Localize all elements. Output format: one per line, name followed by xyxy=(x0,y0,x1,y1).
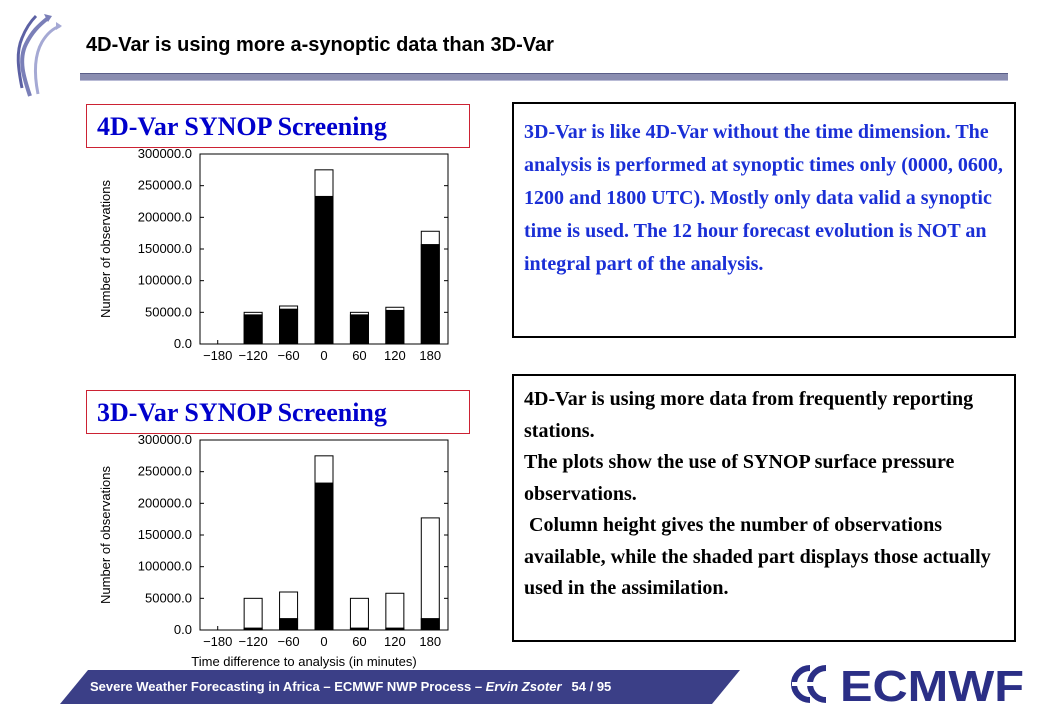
bar-available xyxy=(420,517,440,631)
bar-used xyxy=(349,627,369,631)
bar-used xyxy=(349,314,369,345)
y-tick-label: 50000.0 xyxy=(145,590,192,605)
bar-used xyxy=(420,618,440,631)
x-tick-label: −180 xyxy=(203,348,232,363)
explanation-line-3: Column height gives the number of observ… xyxy=(524,514,996,599)
explanation-box-4dvar: 4D-Var is using more data from frequentl… xyxy=(512,374,1016,642)
y-tick-label: 250000.0 xyxy=(138,178,192,193)
y-tick-label: 50000.0 xyxy=(145,304,192,319)
footer-course: Severe Weather Forecasting in Africa – E… xyxy=(90,679,486,694)
ecmwf-swirl-logo xyxy=(16,14,62,97)
x-tick-label: 120 xyxy=(384,348,406,363)
y-axis-label: Number of observations xyxy=(98,465,113,604)
x-tick-label: 180 xyxy=(419,348,441,363)
ecmwf-logo-text: ECMWF xyxy=(840,662,1024,711)
slide-title: 4D-Var is using more a-synoptic data tha… xyxy=(86,34,554,56)
explanation-line-2: The plots show the use of SYNOP surface … xyxy=(524,451,955,505)
chart-3dvar: 0.0 50000.0 100000.0 150000.0 200000.0 250000… xyxy=(90,424,460,670)
bar-used xyxy=(314,482,334,631)
x-tick-label: −180 xyxy=(203,634,232,649)
footer-bar xyxy=(60,670,740,704)
x-tick-label: −120 xyxy=(238,634,267,649)
x-tick-label: 180 xyxy=(419,634,441,649)
x-tick-label: 0 xyxy=(320,634,327,649)
explanation-text-3dvar: 3D-Var is like 4D-Var without the time d… xyxy=(524,121,1003,275)
x-tick-label: 0 xyxy=(320,348,327,363)
bar-available xyxy=(243,597,263,631)
page-number: 54 / 95 xyxy=(571,679,612,694)
bar-used xyxy=(385,309,405,345)
y-tick-label: 150000.0 xyxy=(138,527,192,542)
bar-available xyxy=(385,592,405,631)
title-divider xyxy=(80,73,1008,81)
x-tick-label: −120 xyxy=(238,348,267,363)
x-tick-label: 120 xyxy=(384,634,406,649)
panel-label-4dvar: 4D-Var SYNOP Screening xyxy=(86,104,470,148)
x-tick-label: 60 xyxy=(352,348,366,363)
bar-used xyxy=(385,627,405,631)
y-tick-label: 150000.0 xyxy=(138,241,192,256)
y-tick-label: 300000.0 xyxy=(138,432,192,447)
bar-used xyxy=(279,618,299,631)
x-tick-label: 60 xyxy=(352,634,366,649)
footer-author: Ervin Zsoter xyxy=(485,679,562,694)
y-tick-label: 0.0 xyxy=(174,336,192,351)
y-tick-label: 100000.0 xyxy=(138,273,192,288)
panel-label-3dvar: 3D-Var SYNOP Screening xyxy=(86,390,470,434)
bar-used xyxy=(314,195,334,345)
footer-text: Severe Weather Forecasting in Africa – E… xyxy=(90,670,611,704)
y-axis-label: Number of observations xyxy=(98,179,113,318)
x-axis-label: Time difference to analysis (in minutes) xyxy=(191,654,416,669)
y-tick-label: 100000.0 xyxy=(138,559,192,574)
explanation-line-1: 4D-Var is using more data from frequentl… xyxy=(524,388,974,442)
chart-4dvar: 0.0 50000.0 100000.0 150000.0 200000.0 250000… xyxy=(90,138,460,368)
bar-available xyxy=(349,597,369,631)
bar-used xyxy=(279,308,299,345)
y-tick-label: 300000.0 xyxy=(138,146,192,161)
y-tick-label: 200000.0 xyxy=(138,495,192,510)
x-tick-label: −60 xyxy=(278,634,300,649)
bar-used xyxy=(420,244,440,345)
y-tick-label: 0.0 xyxy=(174,622,192,637)
y-tick-label: 200000.0 xyxy=(138,209,192,224)
explanation-box-3dvar: 3D-Var is like 4D-Var without the time d… xyxy=(512,102,1016,338)
ecmwf-logo: ECMWF xyxy=(791,662,1024,711)
bar-used xyxy=(243,314,263,345)
bar-used xyxy=(243,627,263,631)
x-tick-label: −60 xyxy=(278,348,300,363)
y-tick-label: 250000.0 xyxy=(138,464,192,479)
